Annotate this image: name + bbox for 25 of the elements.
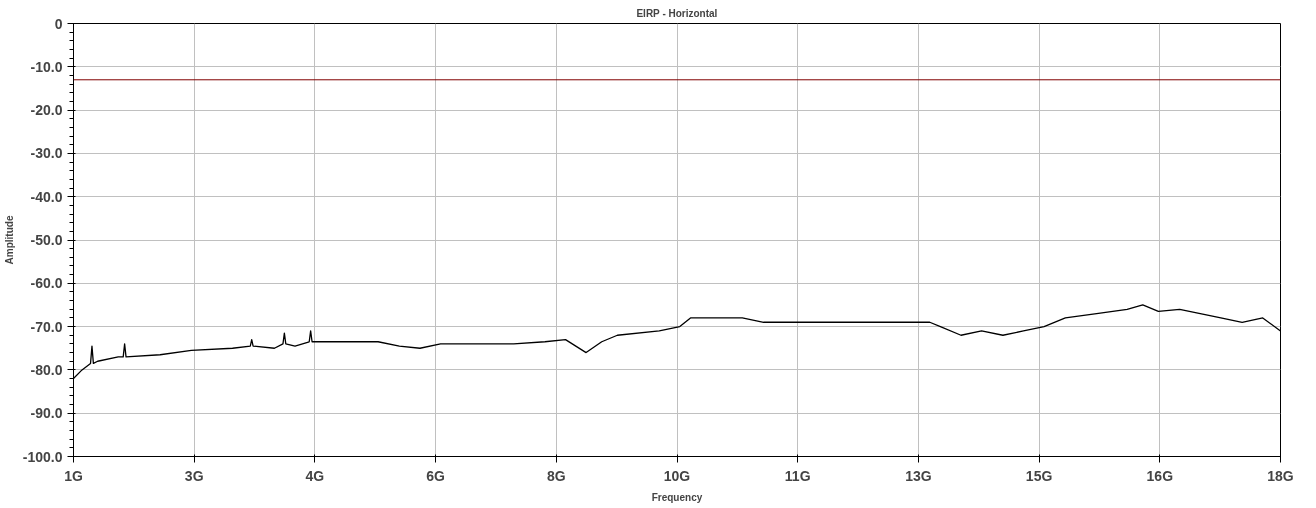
x-axis-title: Frequency <box>651 491 703 503</box>
x-tick-label: 1G <box>64 467 83 484</box>
x-tick-label: 16G <box>1146 467 1174 484</box>
x-tick-label: 3G <box>184 467 204 484</box>
x-tick-label: 13G <box>905 467 932 484</box>
x-tick-label: 8G <box>546 467 566 484</box>
y-tick-label: -40.0 <box>30 188 63 205</box>
x-tick-label: 4G <box>305 467 325 484</box>
chart-title: EIRP - Horizontal <box>636 7 718 19</box>
y-tick-label: 0 <box>54 15 63 32</box>
y-tick-label: -60.0 <box>30 275 63 292</box>
x-tick-label: 11G <box>784 467 811 484</box>
x-tick-label: 6G <box>426 467 446 484</box>
y-tick-label: -30.0 <box>30 145 63 162</box>
y-axis-title: Amplitude <box>3 215 15 265</box>
y-tick-label: -50.0 <box>30 232 63 248</box>
x-tick-label: 15G <box>1025 467 1053 484</box>
y-tick-label: -10.0 <box>30 58 63 75</box>
y-tick-label: -90.0 <box>30 405 63 422</box>
x-tick-label: 10G <box>663 467 691 484</box>
y-tick-label: -70.0 <box>30 318 63 335</box>
y-tick-label: -100.0 <box>22 448 63 465</box>
y-tick-label: -20.0 <box>30 102 63 119</box>
y-tick-label: -80.0 <box>30 361 63 378</box>
x-tick-label: 18G <box>1267 467 1294 484</box>
